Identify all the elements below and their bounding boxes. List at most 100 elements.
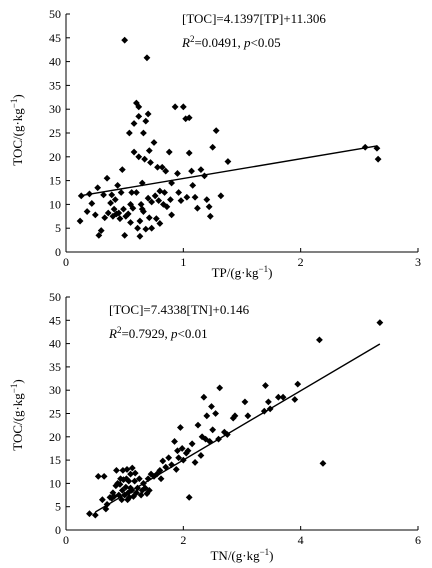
- data-point: [191, 459, 199, 466]
- x-axis-label-tn: TN/(g·kg−1): [210, 547, 273, 563]
- data-point: [136, 232, 144, 240]
- data-point: [130, 120, 138, 127]
- data-point: [171, 438, 178, 445]
- data-point: [135, 475, 143, 483]
- equation-tp: [TOC]=4.1397[TP]+11.306: [182, 11, 326, 26]
- data-point: [142, 117, 150, 125]
- data-point: [133, 99, 140, 107]
- data-point: [202, 435, 210, 443]
- data-point: [177, 424, 184, 431]
- data-point: [113, 466, 120, 474]
- data-point: [159, 457, 167, 465]
- data-point: [174, 447, 181, 455]
- data-point: [118, 166, 126, 174]
- data-point: [188, 167, 195, 175]
- x-tick-label: 1: [180, 255, 186, 269]
- data-point: [183, 193, 191, 201]
- y-tick-label: 5: [55, 500, 61, 514]
- data-point: [117, 475, 124, 483]
- x-tick-label: 4: [298, 533, 304, 547]
- y-axis-label-tp: TOC/(g·kg−1): [9, 94, 25, 165]
- data-point: [101, 214, 109, 222]
- data-point: [133, 489, 140, 497]
- data-point: [131, 477, 139, 485]
- data-point: [144, 110, 152, 118]
- y-tick-label: 45: [49, 31, 61, 45]
- y-axis-label-tn: TOC/(g·kg−1): [9, 379, 25, 450]
- data-point: [188, 440, 196, 448]
- data-point: [91, 511, 99, 519]
- data-point: [216, 384, 224, 392]
- y-tick-label: 25: [49, 407, 61, 421]
- data-point: [140, 208, 147, 215]
- data-point: [110, 493, 118, 500]
- data-point: [127, 470, 134, 478]
- data-point: [178, 445, 186, 452]
- data-point: [171, 103, 179, 111]
- data-point: [144, 194, 152, 202]
- data-point: [121, 36, 129, 44]
- data-point: [185, 114, 193, 122]
- data-point: [148, 198, 156, 206]
- data-point: [91, 211, 99, 219]
- data-point: [98, 496, 106, 504]
- data-point: [224, 158, 232, 165]
- equation-tn: [TOC]=7.4338[TN]+0.146: [109, 302, 250, 317]
- y-tick-label: 15: [49, 453, 61, 467]
- data-point: [241, 398, 249, 406]
- data-point: [203, 412, 211, 420]
- data-point: [122, 483, 130, 491]
- data-point: [136, 217, 144, 225]
- data-point: [144, 475, 152, 483]
- data-point: [184, 447, 192, 455]
- data-point: [182, 115, 190, 123]
- data-point: [151, 192, 159, 200]
- data-point: [100, 473, 108, 480]
- data-point: [134, 484, 141, 492]
- data-point: [217, 192, 225, 200]
- y-tick-label: 35: [49, 78, 61, 92]
- data-point: [374, 155, 382, 163]
- data-point: [174, 170, 181, 177]
- x-axis-label-tp: TP/(g·kg−1): [212, 264, 273, 280]
- data-point: [125, 493, 133, 501]
- data-point: [130, 148, 138, 156]
- y-tick-label: 35: [49, 360, 61, 374]
- chart-tn-scatter: 0 5 10 15 20 25 30 35 40 45 50 0 2 4 6 [TOC]=7.4338[TN…: [9, 290, 421, 563]
- data-point: [133, 189, 140, 196]
- data-point: [274, 393, 282, 401]
- data-point: [108, 494, 116, 502]
- data-point: [108, 191, 116, 199]
- data-point: [95, 231, 103, 239]
- data-point: [191, 193, 199, 201]
- data-point: [319, 459, 327, 467]
- data-point: [111, 196, 119, 204]
- data-point: [88, 200, 96, 207]
- y-tick-label: 15: [49, 174, 61, 188]
- data-point: [179, 103, 187, 111]
- data-point: [185, 149, 193, 157]
- data-point: [157, 475, 165, 483]
- y-tick-label: 10: [49, 476, 61, 490]
- x-tick-label: 0: [63, 533, 69, 547]
- data-point: [244, 412, 252, 420]
- y-tick-label: 40: [49, 55, 61, 69]
- x-tick-label: 3: [415, 255, 421, 269]
- data-point: [116, 215, 124, 223]
- data-point: [172, 466, 180, 473]
- data-point: [158, 163, 166, 171]
- data-point: [104, 209, 112, 217]
- data-point: [159, 201, 167, 208]
- y-tick-label: 50: [49, 290, 61, 304]
- r2-stat-tp: R2=0.0491, p<0.05: [181, 34, 281, 50]
- data-point: [103, 174, 111, 182]
- data-point: [109, 212, 117, 220]
- chart-tp-scatter: 0 5 10 15 20 25 30 35 40 45 50 0 1 2 3 [TOC]=4.1397[TP…: [9, 7, 421, 280]
- data-point: [123, 466, 131, 473]
- data-point: [265, 398, 272, 406]
- y-tick-label: 40: [49, 337, 61, 351]
- data-point: [137, 201, 145, 208]
- data-point: [231, 412, 239, 420]
- data-point: [279, 393, 287, 401]
- data-point: [77, 192, 85, 200]
